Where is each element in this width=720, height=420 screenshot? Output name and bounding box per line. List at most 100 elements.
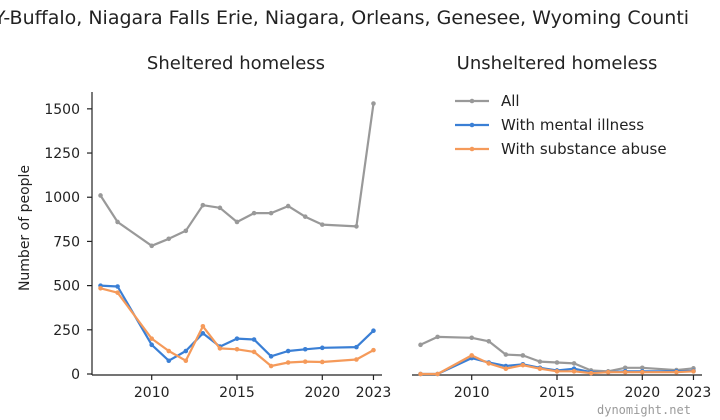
series-with-mental-illness-point xyxy=(183,348,189,354)
x-tick-label: 2020 xyxy=(304,385,340,401)
series-with-substance-abuse-point xyxy=(691,369,696,374)
x-tick-label: 2015 xyxy=(539,385,575,401)
series-with-mental-illness-point xyxy=(234,336,240,341)
x-tick-label: 2015 xyxy=(219,385,255,401)
series-with-mental-illness-point xyxy=(200,331,206,336)
series-with-mental-illness-point xyxy=(302,346,308,352)
legend: All With mental illness With substance abu… xyxy=(455,92,667,158)
x-tick-label: 2020 xyxy=(624,385,660,401)
panels-layer: Sheltered homeless 2010 2015 2020 2023 0 250 50… xyxy=(44,53,711,401)
series-all-point xyxy=(639,365,645,371)
series-with-substance-abuse-point xyxy=(435,371,440,377)
series-all-point xyxy=(251,210,257,216)
series-all-point xyxy=(166,236,172,242)
series-all-point xyxy=(469,335,475,341)
series-all-point xyxy=(503,352,509,357)
panel-sheltered-homeless: Sheltered homeless 2010 2015 2020 2023 0 250 50… xyxy=(44,53,391,401)
panel-title: Sheltered homeless xyxy=(147,53,325,74)
series-all-point xyxy=(520,353,526,358)
y-tick-label: 0 xyxy=(71,367,80,383)
series-with-substance-abuse-point xyxy=(418,371,423,377)
legend-label: All xyxy=(501,92,520,110)
y-tick-label: 250 xyxy=(53,323,80,339)
legend-label: With mental illness xyxy=(501,116,644,134)
series-all-point xyxy=(418,342,423,348)
series-with-substance-abuse-point xyxy=(371,347,376,353)
series-all-point xyxy=(554,360,560,365)
series-with-substance-abuse xyxy=(418,353,696,377)
legend-item-all: All xyxy=(455,92,520,110)
series-with-substance-abuse-point xyxy=(588,370,594,376)
series-all xyxy=(98,101,376,249)
series-with-substance-abuse-point xyxy=(115,290,120,295)
series-with-mental-illness-point xyxy=(319,345,325,351)
series-all-line xyxy=(420,335,694,373)
series-all-point xyxy=(435,334,440,340)
watermark: dynomight.net xyxy=(597,403,691,417)
panel-title: Unsheltered homeless xyxy=(457,53,658,74)
series-with-substance-abuse-point xyxy=(217,346,223,351)
series-with-mental-illness-point xyxy=(251,337,257,342)
series-all-point xyxy=(115,219,120,225)
series-with-substance-abuse-point xyxy=(674,369,679,375)
legend-item-with-substance-abuse: With substance abuse xyxy=(455,140,667,158)
series-with-substance-abuse-point xyxy=(554,369,560,374)
series-with-substance-abuse-point xyxy=(200,323,206,329)
series-all xyxy=(418,334,696,374)
legend-item-with-mental-illness: With mental illness xyxy=(455,116,644,134)
series-with-substance-abuse-point xyxy=(622,369,628,375)
series-all-point xyxy=(371,101,376,106)
y-tick-label: 750 xyxy=(53,234,80,250)
series-all-point xyxy=(98,193,103,198)
series-all-point xyxy=(285,203,291,209)
series-with-substance-abuse-point xyxy=(251,349,257,355)
legend-swatch-marker xyxy=(469,98,475,104)
legend-swatch-marker xyxy=(469,122,475,128)
series-all-point xyxy=(486,338,492,344)
series-with-substance-abuse-point xyxy=(234,346,240,352)
series-with-mental-illness-point xyxy=(115,284,120,289)
panel-unsheltered-homeless: Unsheltered homeless 2010 2015 2020 2023 xyxy=(412,53,711,401)
series-with-substance-abuse-point xyxy=(503,366,509,371)
series-with-substance-abuse-point xyxy=(319,359,325,365)
series-with-substance-abuse-point xyxy=(520,362,526,368)
series-with-mental-illness-point xyxy=(268,354,274,359)
series-with-mental-illness-point xyxy=(285,348,291,354)
series-with-substance-abuse-point xyxy=(639,369,645,375)
y-axis-label: Number of people xyxy=(17,165,33,291)
series-with-substance-abuse-point xyxy=(166,348,172,354)
series-all-point xyxy=(571,361,577,366)
series-all-point xyxy=(622,365,628,371)
series-with-substance-abuse-point xyxy=(486,361,492,366)
y-tick-label: 1500 xyxy=(44,102,80,118)
series-with-mental-illness-point xyxy=(354,344,359,350)
series-with-substance-abuse-point xyxy=(605,369,611,375)
y-tick-label: 1000 xyxy=(44,190,80,206)
series-all-point xyxy=(149,243,155,249)
y-tick-label: 1250 xyxy=(44,146,80,162)
y-tick-label: 500 xyxy=(53,279,80,295)
x-tick-label: 2010 xyxy=(134,385,170,401)
series-all-line xyxy=(99,103,375,247)
series-with-substance-abuse-point xyxy=(149,336,155,341)
series-all-point xyxy=(354,224,359,229)
series-all-point xyxy=(200,202,206,208)
series-all-point xyxy=(234,219,240,225)
series-with-substance-abuse-point xyxy=(537,366,543,371)
legend-label: With substance abuse xyxy=(501,140,667,158)
x-tick-label: 2023 xyxy=(356,385,392,401)
x-tick-label: 2023 xyxy=(676,385,712,401)
series-with-substance-abuse-point xyxy=(571,369,577,374)
legend-swatch-marker xyxy=(469,146,475,152)
series-with-substance-abuse-point xyxy=(285,360,291,365)
series-with-mental-illness-point xyxy=(371,328,376,333)
series-all-point xyxy=(217,205,223,211)
series-with-substance-abuse-point xyxy=(183,358,189,364)
series-all-point xyxy=(302,214,308,219)
series-with-substance-abuse-point xyxy=(469,353,475,358)
series-with-substance-abuse xyxy=(98,285,376,369)
series-with-mental-illness-point xyxy=(149,342,155,348)
series-with-substance-abuse-point xyxy=(302,359,308,364)
series-all-point xyxy=(268,210,274,216)
